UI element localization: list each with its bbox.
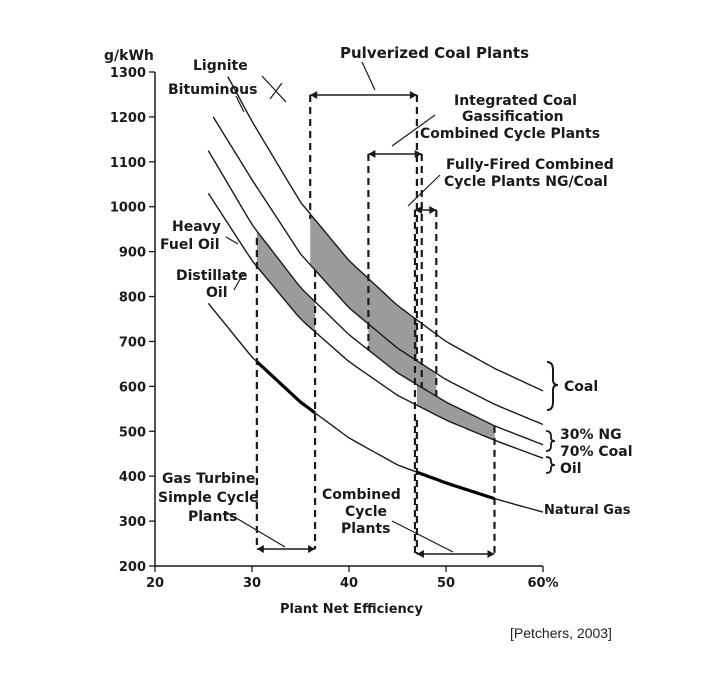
y-tick-label: 300 xyxy=(119,515,146,530)
oil-label: Oil xyxy=(560,461,582,477)
coal-label: Coal xyxy=(564,379,598,395)
y-tick-label: 700 xyxy=(119,335,146,350)
x-tick-label: 40 xyxy=(340,576,358,591)
igcc-label-line2: Gassification xyxy=(462,109,564,125)
y-tick-label: 600 xyxy=(119,380,146,395)
efficiency-curves xyxy=(207,76,544,513)
y-tick-label: 500 xyxy=(119,425,146,440)
fully-fired-label-line1: Fully-Fired Combined xyxy=(446,157,614,173)
series-line-lignite xyxy=(227,76,544,392)
mix-label-line1: 30% NG xyxy=(560,427,622,443)
igcc-label-line3: Combined Cycle Plants xyxy=(420,126,600,142)
y-tick-label: 200 xyxy=(119,560,146,575)
distillate-oil-label-line2: Oil xyxy=(206,285,228,301)
natural-gas-highlight-1 xyxy=(255,360,316,415)
combined-cycle-label-line1: Combined xyxy=(322,487,401,503)
natural-gas-highlight-2 xyxy=(416,470,495,501)
heavy-fuel-oil-label-line1: Heavy xyxy=(172,219,221,235)
heavy-fuel-oil-label-line2: Fuel Oil xyxy=(160,237,220,253)
shaded-region-3 xyxy=(368,323,437,397)
igcc-label-line1: Integrated Coal xyxy=(454,93,577,109)
natural-gas-label: Natural Gas xyxy=(544,503,631,518)
series-line-bituminous xyxy=(212,116,544,426)
bituminous-label: Bituminous xyxy=(168,82,257,98)
y-tick-label: 1100 xyxy=(110,156,146,171)
gas-turbine-range-arrow xyxy=(256,545,316,553)
series-line-heavy-fuel-oil xyxy=(207,150,544,446)
gas-turbine-label-line2: Simple Cycle xyxy=(158,490,259,506)
pulverized-coal-label: Pulverized Coal Plants xyxy=(340,44,529,62)
lignite-label: Lignite xyxy=(193,58,248,74)
y-tick-label: 800 xyxy=(119,291,146,306)
fully-fired-label-line2: Cycle Plants NG/Coal xyxy=(444,174,608,190)
series-line-distillate-oil xyxy=(207,192,544,459)
igcc-range-arrow xyxy=(368,150,422,158)
y-tick-label: 1300 xyxy=(110,66,146,81)
x-tick-label: 50 xyxy=(437,576,455,591)
tick-labels: 200 300 400 500 600 700 800 900 1000 1100 1200 1300… xyxy=(110,66,559,591)
gas-turbine-label-line3: Plants xyxy=(188,509,238,525)
shaded-region-1 xyxy=(256,230,316,332)
y-axis-label: g/kWh xyxy=(104,48,154,64)
x-tick-label: 20 xyxy=(146,576,164,591)
combined-cycle-range-arrow xyxy=(416,550,495,558)
coal-brace xyxy=(546,361,559,411)
y-tick-label: 400 xyxy=(119,470,146,485)
y-tick-label: 900 xyxy=(119,246,146,261)
fully-fired-range-arrow xyxy=(414,206,437,214)
combined-cycle-label-line2: Cycle xyxy=(345,504,387,520)
y-tick-label: 1000 xyxy=(110,201,146,216)
shaded-regions xyxy=(256,213,495,441)
mix-label-line2: 70% Coal xyxy=(560,444,633,460)
distillate-oil-label-line1: Distillate xyxy=(176,268,247,284)
leader-lines xyxy=(225,61,454,553)
gas-turbine-label-line1: Gas Turbine xyxy=(162,471,255,487)
oil-brace xyxy=(545,456,556,474)
shaded-region-2 xyxy=(310,213,417,361)
shaded-region-4 xyxy=(416,384,495,441)
citation: [Petchers, 2003] xyxy=(510,625,612,641)
x-tick-label: 30 xyxy=(243,576,261,591)
combined-cycle-label-line3: Plants xyxy=(341,521,391,537)
x-tick-label: 60% xyxy=(527,576,558,591)
x-axis-label: Plant Net Efficiency xyxy=(280,602,424,617)
y-tick-label: 1200 xyxy=(110,111,146,126)
mix-brace xyxy=(545,430,556,452)
pulverized-range-arrow xyxy=(310,91,417,99)
